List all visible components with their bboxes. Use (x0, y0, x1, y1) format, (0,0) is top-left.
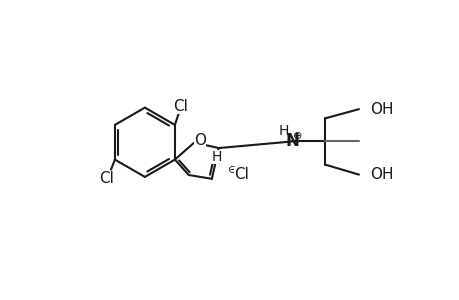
Text: H: H (279, 124, 289, 138)
Text: ⊕: ⊕ (292, 131, 302, 141)
Text: N: N (285, 133, 298, 151)
Text: O: O (194, 133, 206, 148)
Text: Cl: Cl (173, 99, 187, 114)
Text: H: H (211, 150, 221, 164)
Text: Cl: Cl (99, 171, 113, 186)
Text: OH: OH (369, 102, 392, 117)
Text: OH: OH (369, 167, 392, 182)
Text: ⊖: ⊖ (228, 165, 237, 175)
Text: Cl: Cl (233, 167, 248, 182)
